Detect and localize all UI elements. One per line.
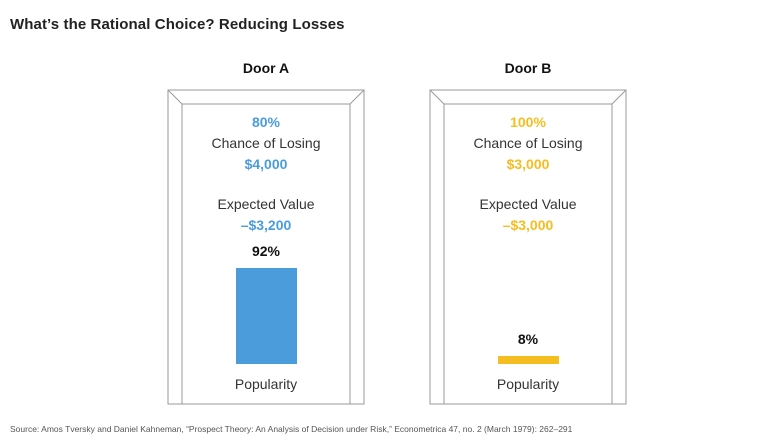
chart-title: What’s the Rational Choice? Reducing Los… (10, 16, 345, 33)
door-b-chance-label: Chance of Losing (473, 135, 583, 151)
door-b-popularity-bar (497, 355, 559, 364)
door-a-amount: $4,000 (244, 156, 288, 172)
door-a-expected-value: –$3,200 (240, 217, 292, 233)
door-b-amount: $3,000 (506, 156, 550, 172)
door-b-popularity-label: Popularity (496, 376, 560, 392)
door-b-expected-value: –$3,000 (502, 217, 554, 233)
door-a-chance-label: Chance of Losing (211, 135, 321, 151)
door-b-label: Door B (504, 60, 552, 76)
door-a-ev-label: Expected Value (217, 196, 315, 212)
door-a-popularity-label: Popularity (234, 376, 298, 392)
door-a-probability: 80% (251, 114, 281, 130)
door-b-panel: 100% Chance of Losing $3,000 Expected Va… (445, 104, 611, 404)
door-b-ev-label: Expected Value (479, 196, 577, 212)
door-b-frame (429, 89, 627, 405)
door-frames (167, 89, 627, 405)
door-a-popularity-bar (235, 268, 297, 364)
door-b-popularity-value: 8% (517, 330, 539, 347)
door-a-panel: 80% Chance of Losing $4,000 Expected Val… (183, 104, 349, 404)
door-a-label: Door A (242, 60, 290, 76)
door-a-popularity-value: 92% (251, 243, 281, 260)
source-note: Source: Amos Tversky and Daniel Kahneman… (10, 424, 573, 434)
door-a-frame (167, 89, 365, 405)
door-b-probability: 100% (510, 114, 546, 130)
